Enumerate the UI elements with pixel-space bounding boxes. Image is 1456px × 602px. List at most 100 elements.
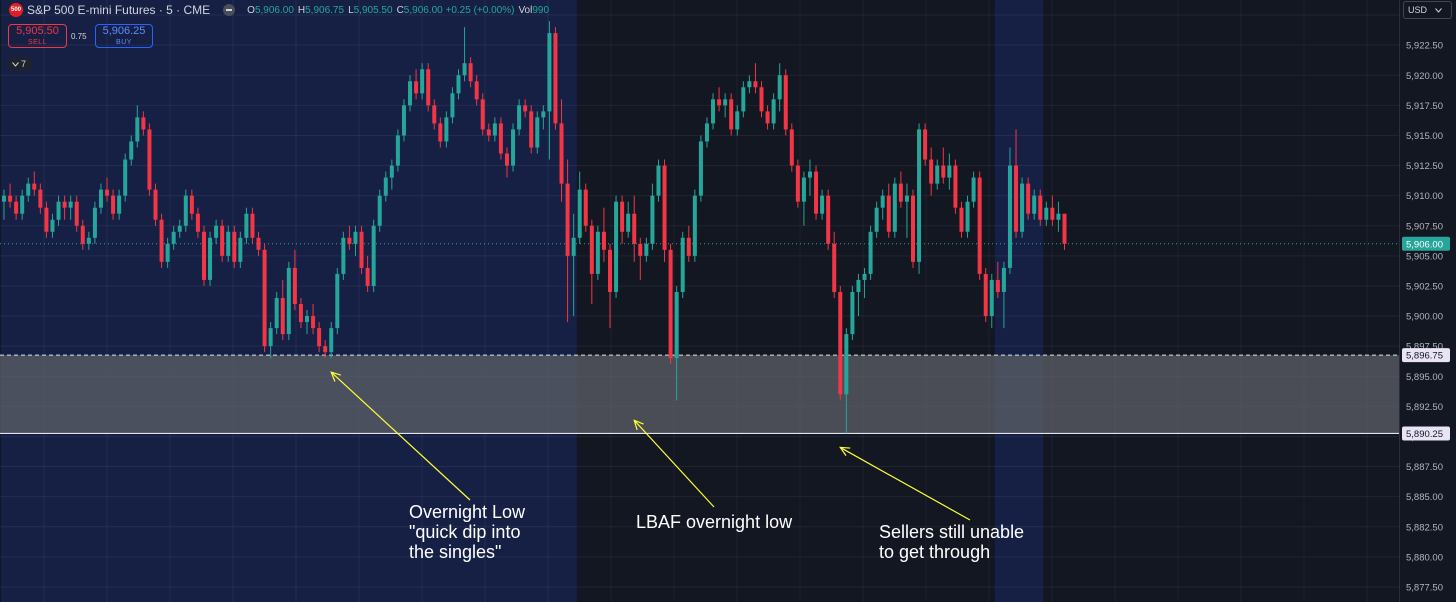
candle-body [147,129,152,190]
candle [365,255,370,292]
candle-body [935,165,940,184]
candle-body [971,177,976,202]
candle-body [414,81,419,94]
candle-body [838,291,843,395]
candle-body [1050,207,1055,220]
candle [262,243,267,353]
candle [504,147,509,178]
buy-price: 5,906.25 [102,25,146,37]
zone-upper-label-bg [1402,348,1450,363]
candle-body [420,69,425,94]
candle-body [626,213,631,232]
candle-body [214,225,219,238]
candle [14,195,19,220]
candle [832,231,837,298]
candle [62,195,67,220]
open-key: O [247,4,255,16]
candle [753,63,758,94]
currency-selector[interactable]: USD [1403,1,1452,19]
candle [741,81,746,118]
candle [601,207,606,262]
price-tick-label: 5,915.00 [1406,131,1443,142]
candle [38,183,43,214]
candle [1044,201,1049,226]
candle-body [504,153,509,166]
legend-header: 500 S&P 500 E-mini Futures · 5 · CME O 5,… [0,0,549,20]
candle-body [20,195,25,214]
candle-body [698,141,703,196]
candle [923,123,928,166]
candle-body [547,33,552,112]
candle [1062,213,1067,250]
candle-body [1014,165,1019,232]
price-axis: 5,922.50 5,920.00 5,917.50 5,915.00 5,912.50… [1399,0,1456,602]
zone-upper-label: 5,896.75 [1406,351,1443,362]
candle-body [583,189,588,226]
candle [595,225,600,280]
candle [129,135,134,166]
collapse-legend-icon[interactable] [223,4,236,16]
high-value: 5,906.75 [305,4,345,16]
candle-body [353,231,358,244]
candle-body [826,195,831,244]
candle [438,117,443,148]
candle-body [601,231,606,250]
price-tick-label: 5,877.50 [1406,582,1443,593]
candle-body [377,195,382,226]
candle [686,225,691,262]
arrow-shaft [330,371,471,501]
candle-body [111,195,116,214]
annotation-arrow [633,419,715,508]
candle [1050,195,1055,226]
candle [644,237,649,262]
candle-body [680,237,685,292]
candle [444,111,449,148]
arrow-shaft [633,419,715,508]
candle-body [474,81,479,100]
candle [983,267,988,323]
buy-button[interactable]: 5,906.25 BUY [95,24,153,48]
candle [898,171,903,208]
candle [892,177,897,238]
candle [456,69,461,100]
candle [935,159,940,190]
candle [765,105,770,130]
candle [238,231,243,268]
candle-body [359,231,364,268]
candle [571,213,576,317]
candle-body [171,231,176,244]
candle [662,159,667,262]
candle-body [323,346,328,353]
candle-body [286,267,291,335]
candle [904,183,909,238]
candle-body [159,219,164,262]
symbol-title[interactable]: S&P 500 E-mini Futures · 5 · CME [27,3,211,17]
candle [1032,189,1037,220]
candle-body [365,267,370,286]
candle [220,219,225,262]
candle [305,310,309,335]
price-tick-label: 5,912.50 [1406,161,1443,172]
candle [359,225,364,274]
candle-body [298,304,303,323]
candle [135,105,140,148]
candle [195,207,200,238]
candle-body [62,201,67,208]
candle-body [1007,165,1012,268]
low-key: L [348,4,354,16]
candle [789,123,794,172]
sell-button[interactable]: 5,905.50 SELL [8,24,67,48]
candle-body [1020,183,1025,232]
candle-body [1056,213,1061,220]
candle [1001,261,1006,329]
candle [698,135,703,202]
candle-body [959,207,964,232]
candle [111,189,116,220]
candle-body [123,159,128,196]
candle-body [450,93,455,118]
candle-body [777,75,782,100]
indicators-toggle[interactable]: 7 [7,57,31,71]
symbol-logo[interactable]: 500 [9,3,23,17]
candle [874,201,879,238]
